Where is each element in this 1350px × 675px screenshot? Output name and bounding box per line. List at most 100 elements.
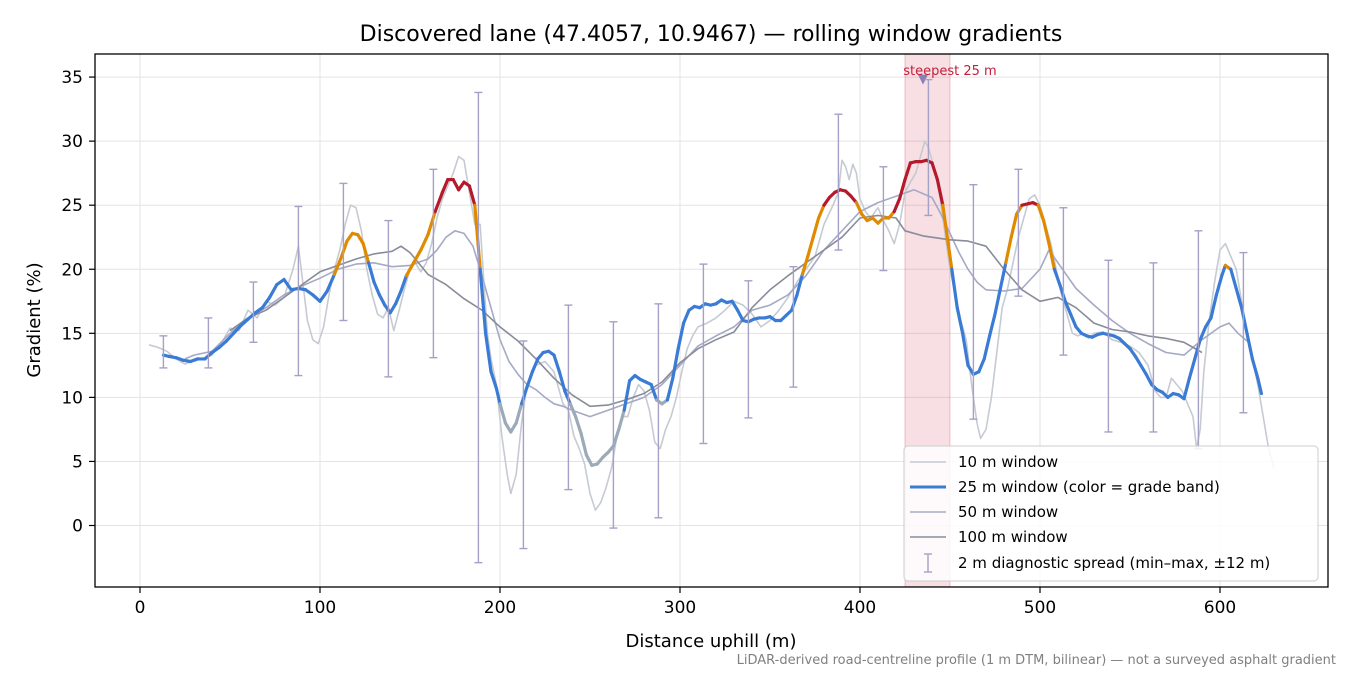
- 25m-window-segment: [982, 334, 992, 361]
- 25m-window-segment: [557, 370, 567, 393]
- 25m-window-segment: [1058, 283, 1067, 303]
- 25m-window-segment: [993, 286, 1003, 316]
- 25m-window-segment: [1203, 316, 1213, 329]
- diagnostic-error-bar: [339, 182, 348, 322]
- diagnostic-error-bar: [1104, 259, 1113, 433]
- y-tick-label: 5: [72, 452, 83, 472]
- 25m-window-segment: [1198, 325, 1208, 342]
- 25m-window-segment: [318, 289, 329, 303]
- diagnostic-error-bar: [249, 281, 258, 343]
- 25m-window-segment: [1052, 267, 1062, 287]
- 25m-window-segment: [519, 385, 529, 406]
- grid-lines: [95, 54, 1328, 587]
- diagnostic-error-bar: [1059, 207, 1068, 356]
- diagnostic-error-bar: [159, 335, 168, 369]
- 25m-window-segment: [568, 402, 578, 419]
- 25m-window-segment: [806, 235, 815, 259]
- x-tick-label: 500: [1024, 598, 1056, 618]
- 25m-window-segment: [903, 161, 913, 182]
- 25m-window-segment: [268, 283, 279, 300]
- 25m-window-segment: [1234, 286, 1244, 310]
- 25m-window-segment: [1036, 203, 1046, 223]
- 25m-window-segment: [1144, 372, 1154, 387]
- 25m-window-segment: [467, 184, 477, 207]
- steepest-label: steepest 25 m: [903, 64, 996, 79]
- 25m-window-segment: [332, 254, 344, 276]
- 25m-window-segment: [1250, 357, 1260, 380]
- 25m-window-segment: [404, 261, 416, 278]
- 25m-window-segment: [671, 347, 680, 380]
- diagnostic-error-bar: [654, 303, 663, 519]
- 25m-window-segment: [563, 389, 572, 406]
- 25m-window-segment: [451, 177, 461, 192]
- 25m-window-segment: [955, 306, 965, 335]
- 25m-window-segment: [1182, 376, 1192, 401]
- 25m-window-segment: [484, 331, 493, 374]
- x-tick-label: 200: [484, 598, 516, 618]
- legend-frame: [903, 445, 1319, 582]
- 25m-window-segment: [579, 431, 589, 457]
- 25m-window-segment: [239, 317, 250, 328]
- y-tick-label: 25: [61, 196, 83, 216]
- 10m-window-line: [148, 140, 1275, 511]
- footnote: LiDAR-derived road-centreline profile (1…: [737, 653, 1336, 668]
- legend-swatch-spread: [924, 553, 932, 573]
- 25m-window-segment: [730, 299, 740, 312]
- 25m-window-segment: [372, 280, 381, 297]
- 25m-window-segment: [394, 289, 403, 306]
- 25m-window-segment: [816, 203, 826, 220]
- 25m-window-segment: [514, 402, 524, 425]
- diagnostic-error-bar: [1239, 251, 1248, 414]
- x-tick-label: 300: [664, 598, 696, 618]
- axis-ticks: 0 100 200 300 400 500 600 0 5 10 15 20 25 30 35: [61, 68, 1236, 618]
- 25m-window-segment: [494, 386, 502, 406]
- 25m-window-segment: [340, 239, 349, 259]
- 25m-window-segment: [1068, 312, 1078, 329]
- 25m-window-segment: [509, 421, 518, 434]
- 25m-window-segment: [440, 177, 450, 194]
- 25m-window-segment: [1063, 299, 1073, 316]
- 25m-window-segment: [419, 233, 430, 252]
- diagnostic-error-bar: [834, 113, 843, 251]
- legend: 10 m window 25 m window (color = grade b…: [903, 445, 1319, 582]
- diagnostic-error-bar: [1149, 262, 1158, 433]
- diagnostic-error-bar: [924, 78, 933, 217]
- 25m-window-segment: [1245, 331, 1255, 361]
- plot-frame: [94, 53, 1329, 588]
- diagnostic-error-bar: [204, 317, 213, 369]
- 25m-window-segment: [433, 190, 444, 214]
- x-axis-label: Distance uphill (m): [626, 631, 797, 652]
- y-tick-label: 35: [61, 68, 83, 88]
- 25m-window-segment: [573, 414, 583, 435]
- diagnostic-error-bar: [879, 166, 888, 272]
- diagnostic-error-bar: [609, 321, 618, 529]
- steepest-marker: [918, 74, 928, 85]
- 25m-window-segment: [282, 277, 293, 292]
- 25m-window-segment: [617, 408, 626, 432]
- 100m-window-line: [229, 214, 1203, 408]
- 25m-window-segment: [1239, 306, 1249, 335]
- 25m-window-segment: [735, 308, 745, 323]
- 25m-window-segment: [552, 353, 562, 374]
- diagnostic-error-bar: [789, 265, 798, 388]
- 25m-window-segment: [789, 293, 799, 312]
- 25m-window-segment: [489, 370, 498, 391]
- 25m-window-segment: [217, 339, 228, 350]
- 25m-window-segment: [795, 272, 805, 297]
- 25m-window-segment: [478, 267, 488, 335]
- diagnostic-error-bar: [744, 280, 753, 419]
- 25m-window-segment: [367, 261, 376, 284]
- 25m-window-segment: [966, 363, 976, 376]
- diagnostic-error-bar: [699, 263, 708, 445]
- 25m-window-segment: [676, 321, 686, 351]
- 25m-window-segment: [530, 357, 540, 374]
- diagnostic-error-bar: [474, 91, 483, 564]
- 25m-window-segment: [525, 370, 535, 389]
- chart-title: Discovered lane (47.4057, 10.9467) — rol…: [360, 22, 1063, 47]
- x-tick-label: 0: [135, 598, 146, 618]
- 25m-window-segment: [1187, 357, 1197, 380]
- 25m-window-segment: [892, 197, 902, 214]
- y-tick-label: 15: [61, 324, 83, 344]
- 25m-window-segment: [388, 302, 398, 315]
